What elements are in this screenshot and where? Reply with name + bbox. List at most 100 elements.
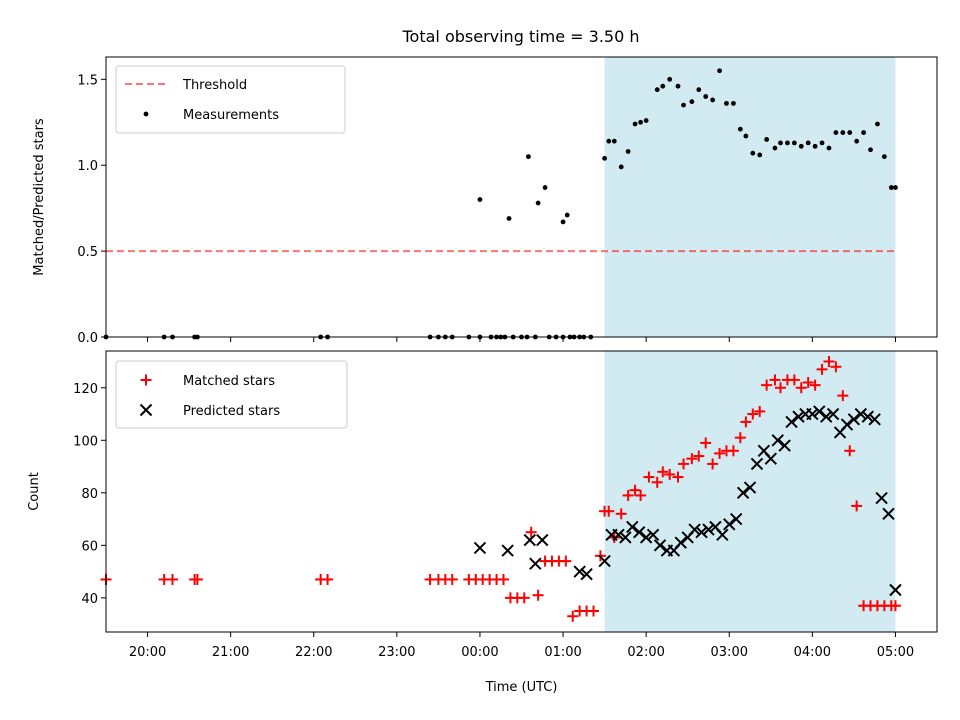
measurement-point	[868, 147, 873, 153]
matched-star-point	[497, 573, 509, 585]
matched-star-point	[686, 453, 698, 465]
matched-star-point	[851, 500, 863, 512]
figure-title: Total observing time = 3.50 h	[401, 27, 639, 46]
counts-panel: 40 60 80 100 120 20:00 21:00 22:00 23:00 00:00 01…	[27, 350, 938, 695]
predicted-star-point	[626, 520, 639, 534]
count-y-ticks: 40 60 80 100 120	[73, 382, 106, 607]
predicted-star-point	[688, 523, 701, 536]
predicted-star-point	[695, 525, 708, 539]
measurement-point	[696, 87, 702, 93]
matched-star-point	[678, 458, 690, 470]
matched-star-point	[643, 471, 655, 483]
predicted-star-point	[854, 407, 868, 421]
matched-star-point	[664, 468, 676, 480]
measurement-point	[703, 94, 709, 99]
matched-star-point	[166, 573, 178, 585]
legend-predicted-swatch	[139, 403, 153, 417]
matched-star-point	[707, 458, 719, 470]
measurement-point	[506, 216, 512, 221]
predicted-star-point	[473, 541, 487, 555]
measurement-point	[805, 140, 811, 146]
matched-star-point	[651, 476, 663, 488]
predicted-stars-points	[473, 405, 902, 597]
matched-star-point	[567, 610, 579, 622]
counts-axes-frame	[105, 350, 938, 633]
matched-star-point	[700, 437, 712, 449]
matched-star-point	[714, 447, 726, 459]
predicted-star-point	[674, 536, 687, 549]
predicted-star-point	[716, 528, 729, 542]
matched-star-point	[560, 555, 572, 567]
measurement-point	[477, 197, 483, 202]
time-x-tick-label: 00:00	[461, 645, 498, 660]
predicted-star-point	[598, 554, 611, 568]
predicted-star-point	[536, 533, 549, 547]
predicted-star-point	[646, 528, 660, 542]
measurement-point	[854, 138, 860, 144]
matched-star-point	[740, 416, 752, 428]
measurement-point	[710, 97, 716, 103]
measurement-point	[791, 140, 797, 146]
measurement-point	[757, 152, 763, 158]
matched-star-point	[774, 382, 786, 394]
measurement-point	[564, 212, 570, 218]
matched-star-point	[769, 374, 781, 386]
time-x-tick-label: 22:00	[295, 645, 332, 660]
matched-star-point	[446, 573, 458, 585]
observing-window-shade	[604, 57, 896, 337]
measurement-point	[660, 83, 666, 89]
matched-star-point	[525, 526, 537, 538]
measurement-point	[731, 100, 736, 106]
predicted-star-point	[573, 565, 586, 578]
predicted-star-point	[813, 405, 826, 418]
ratio-panel: 0.0 0.5 1.0 1.5 Matched/Predicted stars Thr…	[32, 56, 938, 346]
ratio-y-tick-label: 1.0	[77, 159, 98, 174]
ratio-axes-frame	[105, 56, 938, 338]
matched-star-point	[734, 432, 746, 444]
matched-star-point	[788, 374, 800, 386]
matched-star-point	[588, 605, 600, 617]
time-x-tick-label: 03:00	[711, 645, 748, 660]
legend-matched-swatch	[140, 374, 152, 386]
predicted-star-point	[882, 507, 895, 521]
counts-legend: Matched stars Predicted stars	[115, 360, 348, 429]
matched-star-point	[693, 450, 705, 462]
measurement-point	[542, 185, 548, 190]
predicted-star-point	[750, 457, 764, 471]
measurement-point	[681, 102, 686, 108]
matched-star-point	[657, 466, 669, 478]
matched-star-point	[518, 592, 530, 604]
matched-star-point	[622, 489, 634, 501]
measurement-points	[103, 68, 898, 340]
predicted-star-point	[861, 410, 874, 423]
ratio-legend: Threshold Measurements	[115, 65, 346, 134]
matched-stars-points	[100, 356, 901, 622]
matched-star-point	[603, 505, 615, 517]
time-x-tick-label: 02:00	[627, 645, 664, 660]
count-y-tick-label: 40	[81, 592, 98, 607]
ratio-legend-box	[115, 65, 346, 134]
measurement-point	[743, 133, 749, 139]
predicted-star-point	[501, 544, 514, 557]
predicted-star-point	[619, 531, 632, 544]
predicted-star-point	[875, 491, 888, 505]
measurement-point	[643, 118, 649, 123]
measurement-point	[881, 154, 887, 160]
matched-star-point	[635, 489, 647, 501]
legend-predicted-marker	[139, 403, 153, 417]
count-y-tick-label: 80	[81, 487, 98, 502]
count-y-axis-label: Count	[27, 472, 42, 511]
measurement-point	[638, 119, 644, 125]
matched-star-point	[823, 356, 835, 368]
ratio-y-ticks: 0.0 0.5 1.0 1.5	[77, 73, 106, 346]
predicted-star-point	[771, 434, 784, 447]
measurement-point	[667, 76, 673, 82]
measurement-point	[717, 68, 722, 74]
measurement-point	[606, 138, 612, 144]
matched-star-point	[837, 390, 849, 402]
predicted-star-point	[764, 452, 778, 465]
legend-measurements-label: Measurements	[183, 108, 279, 123]
legend-threshold-label: Threshold	[182, 78, 247, 93]
time-x-tick-label: 20:00	[129, 645, 166, 660]
predicted-star-point	[819, 410, 833, 423]
